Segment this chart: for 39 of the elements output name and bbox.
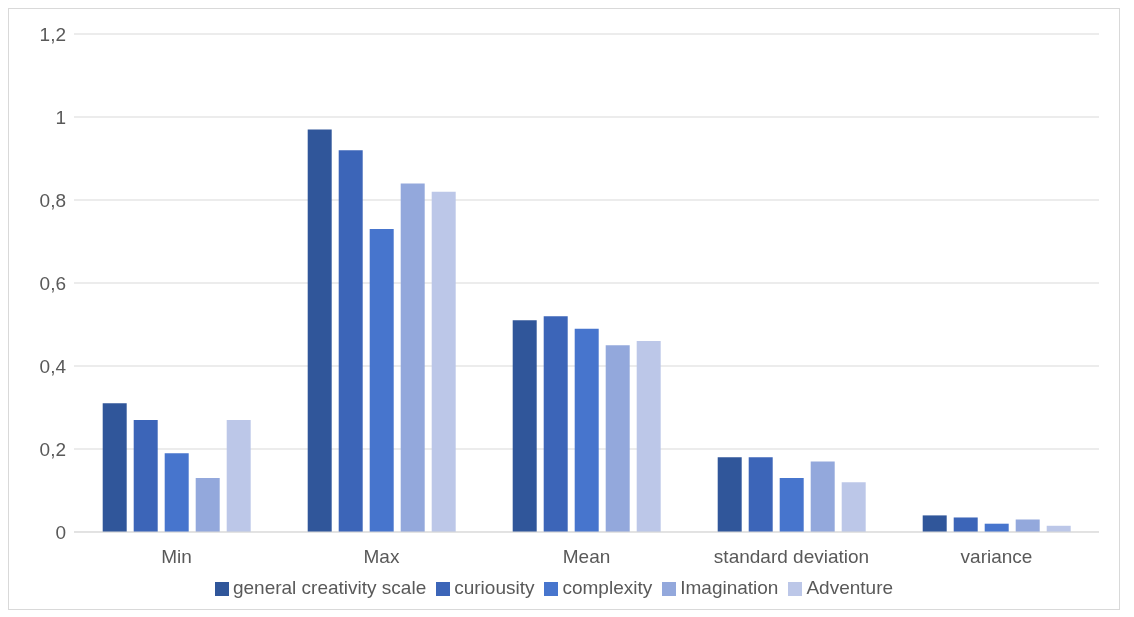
legend-label: Imagination (680, 577, 779, 598)
y-tick-label: 0,8 (39, 189, 66, 211)
bar (841, 482, 866, 532)
y-tick-label: 0 (55, 521, 66, 543)
x-tick-label: Mean (562, 546, 611, 568)
bar (543, 316, 568, 532)
bar (717, 457, 742, 532)
bar (338, 150, 363, 532)
y-tick-label: 1,2 (39, 23, 66, 45)
bar (307, 129, 332, 532)
legend-label: curiousity (454, 577, 535, 598)
x-tick-label: Max (363, 546, 400, 568)
y-tick-label: 0,6 (39, 272, 66, 294)
legend-label: complexity (562, 577, 653, 598)
y-tick-label: 0,2 (39, 438, 66, 460)
bar (164, 453, 189, 532)
bar (133, 419, 158, 532)
bar (400, 183, 425, 532)
legend-label: Adventure (806, 577, 894, 598)
bar (922, 515, 947, 532)
bar (512, 320, 537, 532)
x-tick-label: variance (960, 546, 1033, 568)
y-tick-label: 1 (55, 106, 66, 128)
legend-label: general creativity scale (232, 577, 427, 598)
bar (226, 419, 251, 532)
bar (102, 403, 127, 532)
bar (636, 341, 661, 532)
bar (195, 478, 220, 532)
x-tick-label: standard deviation (713, 546, 870, 568)
bar (953, 517, 978, 532)
bar (748, 457, 773, 532)
x-tick-label: Min (161, 546, 192, 568)
bar (431, 191, 456, 532)
bar (369, 229, 394, 532)
bar (605, 345, 630, 532)
bar (779, 478, 804, 532)
bar (574, 328, 599, 532)
y-tick-label: 0,4 (39, 355, 67, 377)
bar (810, 461, 835, 532)
